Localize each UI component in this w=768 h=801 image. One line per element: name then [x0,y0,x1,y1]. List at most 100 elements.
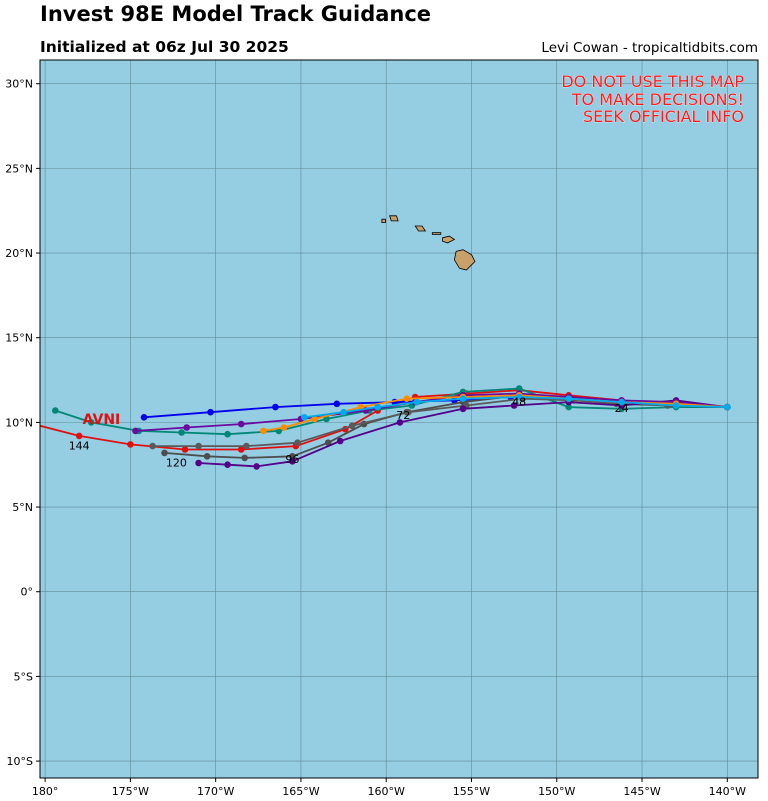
track-point [87,419,95,426]
lat-tick-label: 5°S [14,670,33,683]
track-point [565,403,572,411]
lat-tick-label: 10°S [7,755,33,768]
island-kauai [389,215,399,222]
track-point [323,415,330,423]
ocean-background [40,60,758,778]
warning-line-1: DO NOT USE THIS MAP [561,72,744,91]
axis-ticks: 180° 175°W 170°W 165°W 160°W 155°W 150°W 145°W 1… [5,78,746,798]
track-point [459,405,467,413]
island-maui [442,235,456,244]
island-niihau [381,218,386,224]
track-point [311,415,318,423]
track-point [459,395,467,403]
track-point [374,403,382,411]
track-point [127,441,134,448]
hour-label: 24 [615,402,629,415]
track-point [272,403,279,411]
hour-label: 96 [285,453,299,466]
track-point [348,422,356,430]
track-point [340,408,347,416]
chart-title: Invest 98E Model Track Guidance [40,2,432,26]
track-point [336,437,344,445]
island-hawaii [453,249,476,271]
warning-line-3: SEEK OFFICIAL INFO [583,107,744,126]
lon-tick-label: 180° [32,785,59,798]
track-point [324,439,332,447]
track-point [280,424,288,431]
lon-tick-label: 145°W [623,785,660,798]
track-point [195,459,202,467]
lat-tick-label: 15°N [5,332,33,345]
track-point [565,395,572,403]
track-point [224,430,231,438]
islands-layer [381,215,476,271]
track-point [181,446,189,453]
model-label-avni: AVNI [83,412,121,428]
warning-line-2: TO MAKE DECISIONS! [571,90,744,109]
track-point [195,442,202,450]
track-point [672,402,680,409]
track-point [333,400,341,408]
lat-tick-label: 0° [21,586,34,599]
track-point [396,419,404,426]
model-track [195,397,731,470]
hour-label: 48 [512,396,526,409]
lon-tick-label: 160°W [368,785,405,798]
track-point [510,402,518,409]
track-point [140,414,148,421]
track-point [183,424,190,431]
track-point [224,461,231,469]
hour-label: 144 [69,440,90,453]
track-point [203,453,211,460]
track-line [135,392,728,432]
lat-tick-label: 5°N [12,501,33,514]
credit-text: Levi Cowan - tropicaltidbits.com [541,40,758,56]
lon-tick-label: 170°W [197,785,234,798]
lat-tick-label: 10°N [5,416,33,429]
island-molokai [431,232,442,235]
track-point [301,414,308,421]
track-point [237,446,245,453]
forecast-hour-labels: 24 48 72 96 120 144 [69,396,629,470]
lon-tick-label: 165°W [282,785,319,798]
track-point [289,453,296,460]
hour-label: 72 [396,409,410,422]
track-point [289,458,296,465]
model-track [301,393,731,421]
lat-tick-label: 20°N [5,247,33,260]
track-point [618,398,625,406]
track-point [405,408,412,416]
track-point [178,429,185,436]
track-line [198,399,728,468]
track-line [152,397,728,448]
warning-box: DO NOT USE THIS MAP TO MAKE DECISIONS! S… [561,72,745,127]
track-point [413,398,421,406]
model-tracks-layer [40,385,731,470]
lat-tick-label: 25°N [5,162,33,175]
lon-tick-label: 140°W [709,785,746,798]
hour-label: 120 [166,456,187,469]
track-point [237,420,245,428]
island-oahu [414,225,427,232]
track-point [52,407,59,414]
track-line [304,396,728,419]
track-point [75,432,83,440]
lat-tick-label: 30°N [5,78,33,91]
track-point [161,449,168,457]
track-point [243,442,250,450]
track-point [149,442,156,450]
track-point [207,408,214,416]
lon-tick-label: 175°W [112,785,149,798]
track-point [724,403,731,411]
track-point [294,439,301,447]
track-point [253,463,260,470]
lon-tick-label: 150°W [538,785,575,798]
track-point [403,395,411,403]
init-time-subtitle: Initialized at 06z Jul 30 2025 [40,38,289,56]
lon-tick-label: 155°W [453,785,490,798]
track-point [241,454,248,462]
map-frame [39,59,759,779]
track-point [515,385,523,392]
track-point [260,427,267,435]
